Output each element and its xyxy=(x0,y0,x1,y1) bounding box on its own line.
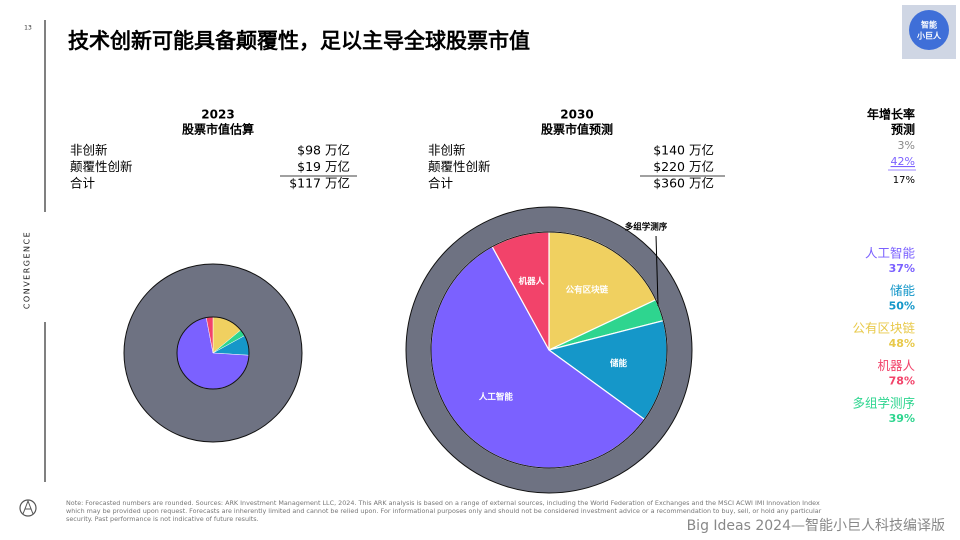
logo-text: 小巨人 xyxy=(916,31,942,41)
slice-label: 机器人 xyxy=(519,276,545,287)
footnote: which may be provided upon request. Fore… xyxy=(66,507,822,515)
table-value: $98 万亿 xyxy=(297,143,350,158)
legend-name: 储能 xyxy=(890,283,916,298)
logo-text: 智能 xyxy=(921,20,937,30)
growth-title: 年增长率 xyxy=(867,107,915,122)
legend-growth: 78% xyxy=(889,375,915,388)
legend-name: 公有区块链 xyxy=(852,321,915,336)
chart-subtitle: 股票市值预测 xyxy=(541,122,613,137)
growth-title: 预测 xyxy=(891,122,915,137)
pie-outline xyxy=(176,316,250,390)
logo-badge xyxy=(909,10,949,50)
legend-name: 人工智能 xyxy=(865,246,916,261)
table-label: 颠覆性创新 xyxy=(428,159,491,174)
growth-value: 17% xyxy=(893,175,915,186)
slice-label: 储能 xyxy=(609,358,628,369)
legend-name: 多组学测序 xyxy=(852,396,915,411)
brand: Big Ideas 2024—智能小巨人科技编译版 xyxy=(687,518,945,534)
legend-growth: 48% xyxy=(889,337,915,350)
slice-label: 公有区块链 xyxy=(566,285,609,296)
pie-outline xyxy=(430,231,668,469)
table-label: 非创新 xyxy=(70,143,108,158)
table-value: $360 万亿 xyxy=(653,176,714,191)
table-value: $117 万亿 xyxy=(289,176,350,191)
chart-subtitle: 股票市值估算 xyxy=(182,122,254,137)
table-label: 非创新 xyxy=(428,143,466,158)
footnote: Note: Forecasted numbers are rounded. So… xyxy=(66,499,820,507)
table-value: $19 万亿 xyxy=(297,159,350,174)
slide-title: 技术创新可能具备颠覆性，足以主导全球股票市值 xyxy=(68,29,530,53)
legend-growth: 37% xyxy=(889,262,915,275)
footnote: security. Past performance is not indica… xyxy=(66,515,259,523)
ark-logo-mark xyxy=(22,499,34,515)
legend-name: 机器人 xyxy=(877,358,915,373)
chart-title: 2030 xyxy=(560,108,593,122)
table-label: 合计 xyxy=(428,176,453,191)
chart-title: 2023 xyxy=(201,108,234,122)
legend-growth: 50% xyxy=(889,300,915,313)
table-value: $140 万亿 xyxy=(653,143,714,158)
table-value: $220 万亿 xyxy=(653,159,714,174)
legend-growth: 39% xyxy=(889,412,915,425)
slice-label: 人工智能 xyxy=(479,391,514,402)
slice-label: 多组学测序 xyxy=(625,222,668,233)
table-label: 合计 xyxy=(70,176,95,191)
side-label: CONVERGENCE xyxy=(23,231,32,309)
page-number: 13 xyxy=(24,25,32,32)
growth-value: 42% xyxy=(891,155,915,168)
table-label: 颠覆性创新 xyxy=(70,159,133,174)
growth-value: 3% xyxy=(898,139,915,152)
leader-line xyxy=(655,235,659,307)
